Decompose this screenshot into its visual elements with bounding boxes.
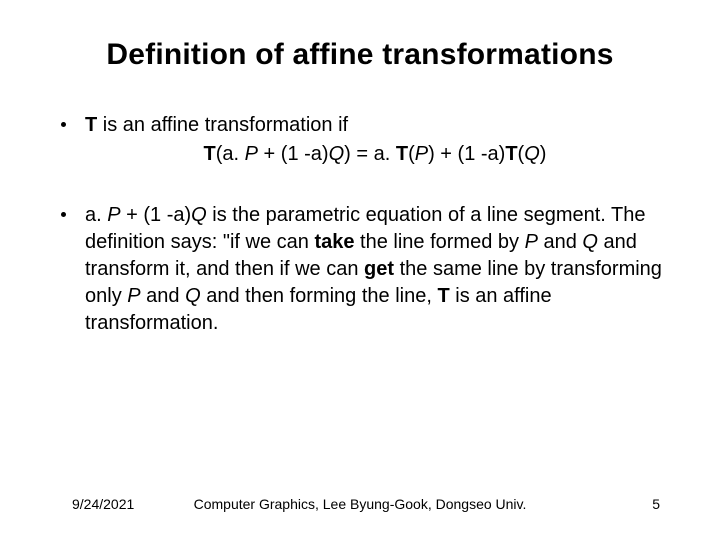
footer-center: Computer Graphics, Lee Byung-Gook, Dongs… bbox=[55, 496, 665, 512]
bullet-2-text: a. P + (1 -a)Q is the parametric equatio… bbox=[85, 204, 662, 334]
bullet-dot-icon bbox=[61, 122, 66, 127]
bullet-1-bold: T bbox=[85, 114, 97, 136]
footer: 9/24/2021 Computer Graphics, Lee Byung-G… bbox=[0, 496, 720, 512]
slide: Definition of affine transformations T i… bbox=[0, 0, 720, 540]
slide-title: Definition of affine transformations bbox=[55, 38, 665, 72]
footer-page-number: 5 bbox=[652, 496, 660, 512]
bullet-1: T is an affine transformation if T(a. P … bbox=[55, 112, 665, 168]
bullet-1-text: T is an affine transformation if bbox=[85, 114, 348, 136]
bullet-1-rest: is an affine transformation if bbox=[97, 114, 348, 136]
footer-date: 9/24/2021 bbox=[72, 496, 134, 512]
bullet-dot-icon bbox=[61, 212, 66, 217]
equation-line: T(a. P + (1 -a)Q) = a. T(P) + (1 -a)T(Q) bbox=[85, 141, 665, 168]
bullet-2: a. P + (1 -a)Q is the parametric equatio… bbox=[55, 202, 665, 337]
